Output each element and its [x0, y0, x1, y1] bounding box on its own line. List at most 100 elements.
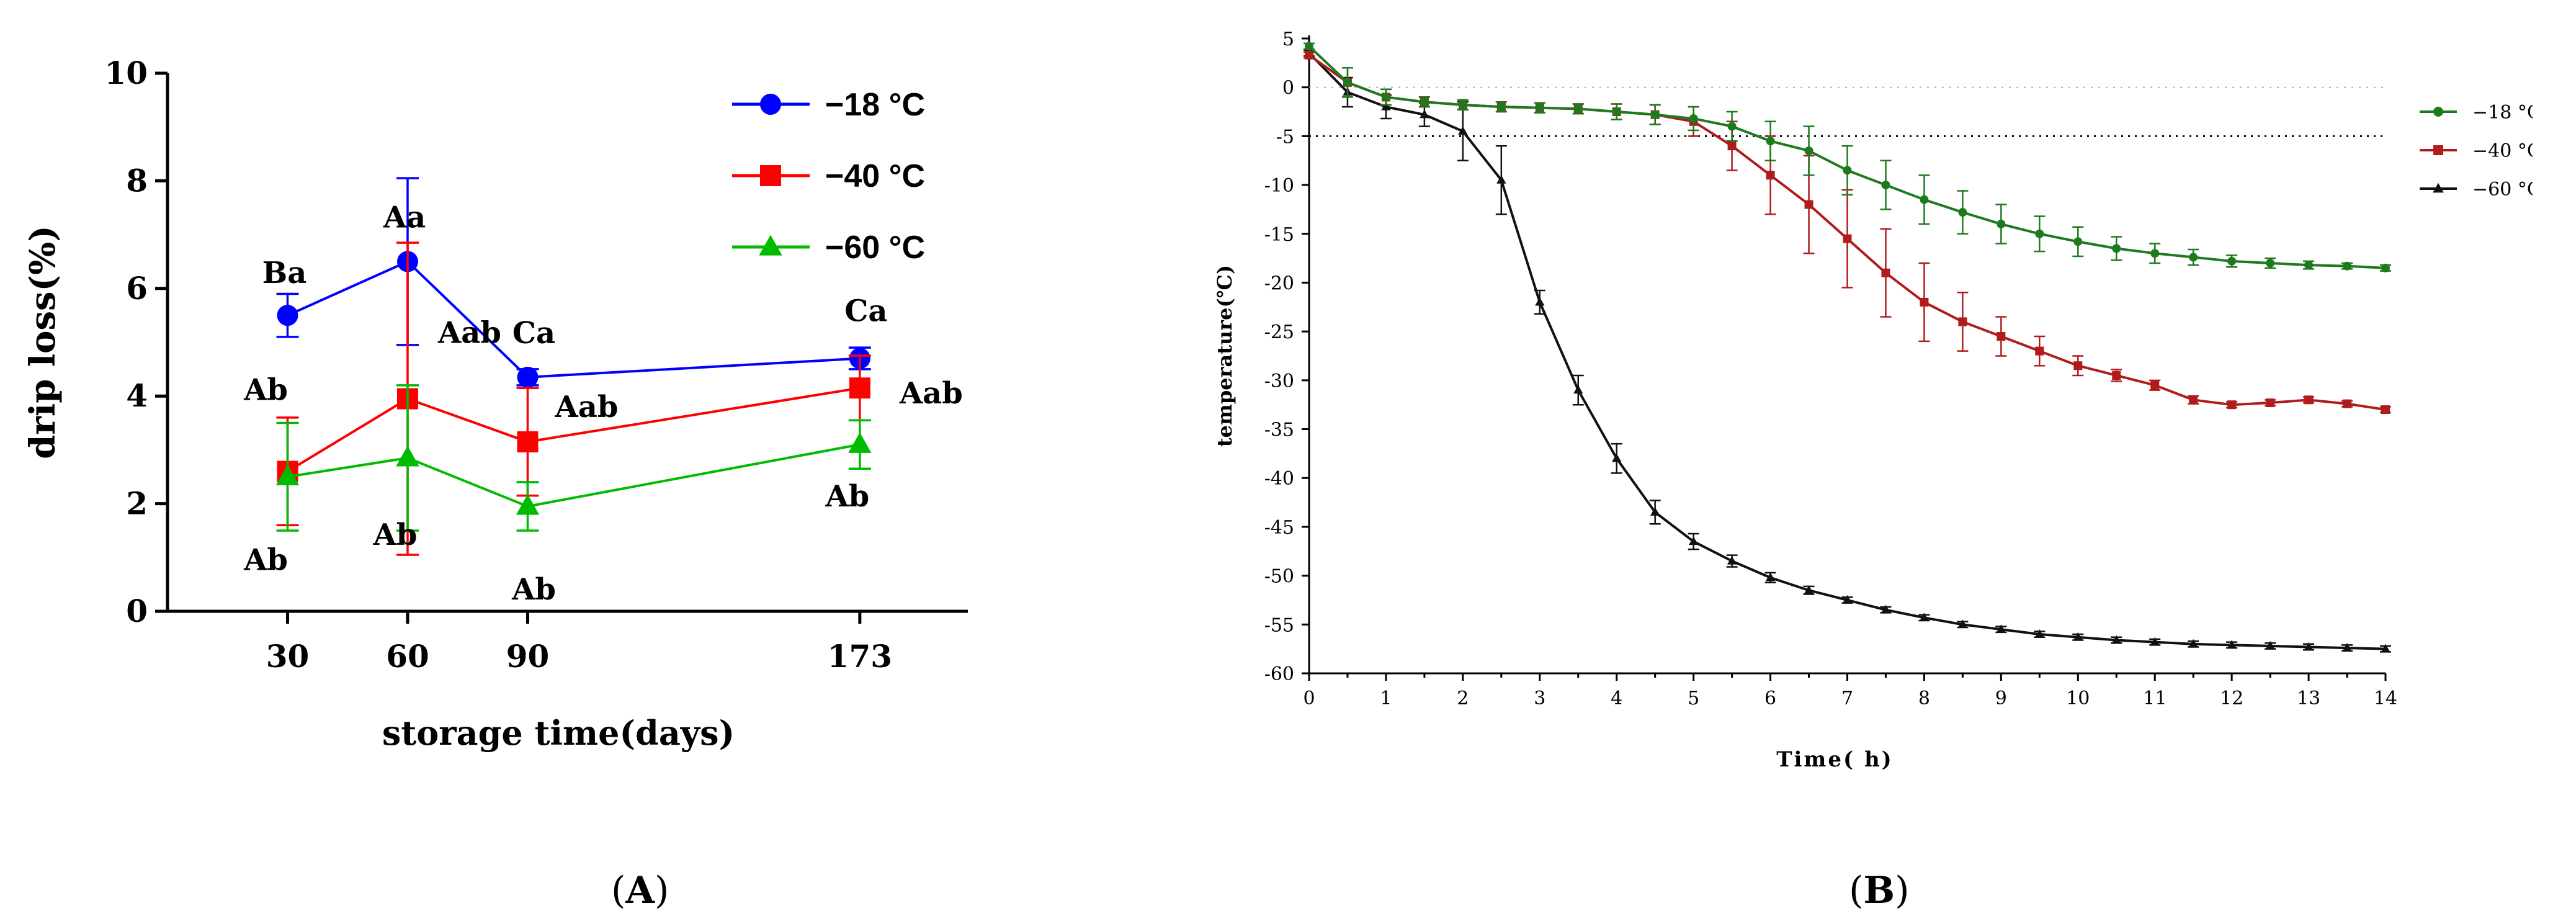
data-point [1997, 332, 2006, 341]
data-point [1727, 555, 1737, 565]
chart-b: 50-5-10-15-20-25-30-35-40-45-50-55-600 1 2… [1213, 29, 2533, 772]
data-point [2035, 346, 2044, 356]
chart-a: 0 2 4 6 8 10 30 60 90 173 storage time(days) drip l… [22, 55, 968, 753]
data-point [1804, 200, 1813, 209]
significance-label: Ab [511, 572, 556, 607]
data-point [2227, 640, 2237, 649]
y-tick-label: -15 [1264, 224, 1294, 246]
legend-marker [2433, 145, 2443, 155]
x-tick-label: 0 [1303, 688, 1315, 709]
data-point [2266, 258, 2275, 267]
y-axis-title: temperature(℃) [1213, 265, 1237, 447]
data-point [1343, 78, 1352, 87]
data-point [1843, 234, 1852, 243]
x-tick-label: 4 [1611, 688, 1622, 709]
panel-label-b: (B) [1849, 869, 1910, 912]
data-point [1881, 181, 1890, 190]
data-point [1305, 42, 1313, 51]
data-point [1535, 103, 1544, 112]
x-tick-label: 173 [828, 638, 892, 675]
data-point [1727, 122, 1737, 131]
significance-label: Ca [844, 294, 887, 329]
y-tick-label: 4 [126, 377, 148, 414]
y-tick-label: -10 [1264, 175, 1294, 197]
x-tick-label: 7 [1841, 688, 1853, 709]
y-tick-label: 0 [126, 593, 148, 629]
x-tick-label: 8 [1918, 688, 1930, 709]
legend-marker [2433, 107, 2443, 117]
legend-marker [760, 94, 781, 115]
data-point [848, 432, 872, 453]
data-point [1881, 604, 1891, 614]
data-point [1612, 453, 1622, 462]
series-line [287, 387, 861, 473]
data-point [277, 305, 298, 326]
significance-label: Ab [243, 542, 288, 577]
data-point [1689, 114, 1698, 123]
x-tick-label: 1 [1380, 688, 1392, 709]
y-tick-label: 2 [126, 485, 148, 522]
data-point [1650, 507, 1660, 516]
data-point [2035, 229, 2044, 238]
data-point [2381, 263, 2390, 272]
data-point [1919, 613, 1930, 621]
data-point [1843, 166, 1852, 175]
significance-label: Aa [383, 200, 426, 235]
data-point [1958, 317, 1967, 326]
data-point [1496, 175, 1506, 184]
x-tick-label: 5 [1688, 688, 1699, 709]
data-point [2265, 640, 2275, 650]
y-tick-label: 8 [126, 162, 148, 199]
data-point [1381, 102, 1391, 110]
data-point [1765, 572, 1776, 581]
data-point [2112, 370, 2121, 380]
y-tick-label: -60 [1264, 663, 1294, 685]
x-tick-label: 11 [2143, 688, 2167, 709]
y-tick-label: -40 [1264, 468, 1294, 490]
data-point [2227, 400, 2237, 410]
y-tick-label: -55 [1264, 614, 1294, 636]
data-point [2111, 635, 2121, 644]
data-point [516, 494, 540, 515]
data-point [1458, 126, 1468, 135]
data-point [1305, 50, 1313, 60]
data-point [2343, 399, 2352, 408]
data-point [2150, 637, 2160, 646]
data-point [2381, 405, 2390, 415]
y-tick-label: -30 [1264, 370, 1294, 392]
data-point [517, 431, 539, 452]
legend-label: −60 °C [2472, 179, 2533, 200]
data-point [1458, 101, 1467, 110]
data-point [1381, 92, 1390, 102]
significance-label: Aab [437, 316, 501, 351]
data-point [1842, 595, 1853, 604]
significance-label: Aab [555, 390, 619, 424]
data-point [1727, 141, 1737, 151]
data-point [517, 366, 539, 388]
y-tick-label: -35 [1264, 420, 1294, 441]
data-point [2112, 244, 2121, 253]
data-point [2381, 644, 2390, 653]
data-point [1688, 536, 1699, 546]
data-point [2073, 237, 2083, 246]
x-axis-title: Time( h) [1776, 747, 1894, 772]
y-tick-label: 10 [104, 55, 148, 91]
data-point [1573, 385, 1583, 394]
legend-label: −18 °C [2472, 102, 2533, 123]
data-point [396, 446, 419, 467]
data-point [1573, 104, 1583, 114]
data-point [2150, 380, 2160, 390]
data-point [2227, 256, 2237, 266]
data-point [2188, 639, 2198, 648]
significance-label: Ab [825, 479, 869, 514]
data-point [1996, 624, 2006, 633]
data-point [1881, 268, 1890, 277]
data-point [1766, 137, 1775, 146]
x-tick-label: 2 [1457, 688, 1469, 709]
data-point [2189, 253, 2198, 262]
x-tick-label: 30 [266, 638, 310, 675]
data-point [2189, 395, 2198, 405]
data-point [2034, 629, 2045, 638]
data-point [1920, 297, 1929, 307]
data-point [1920, 195, 1929, 204]
